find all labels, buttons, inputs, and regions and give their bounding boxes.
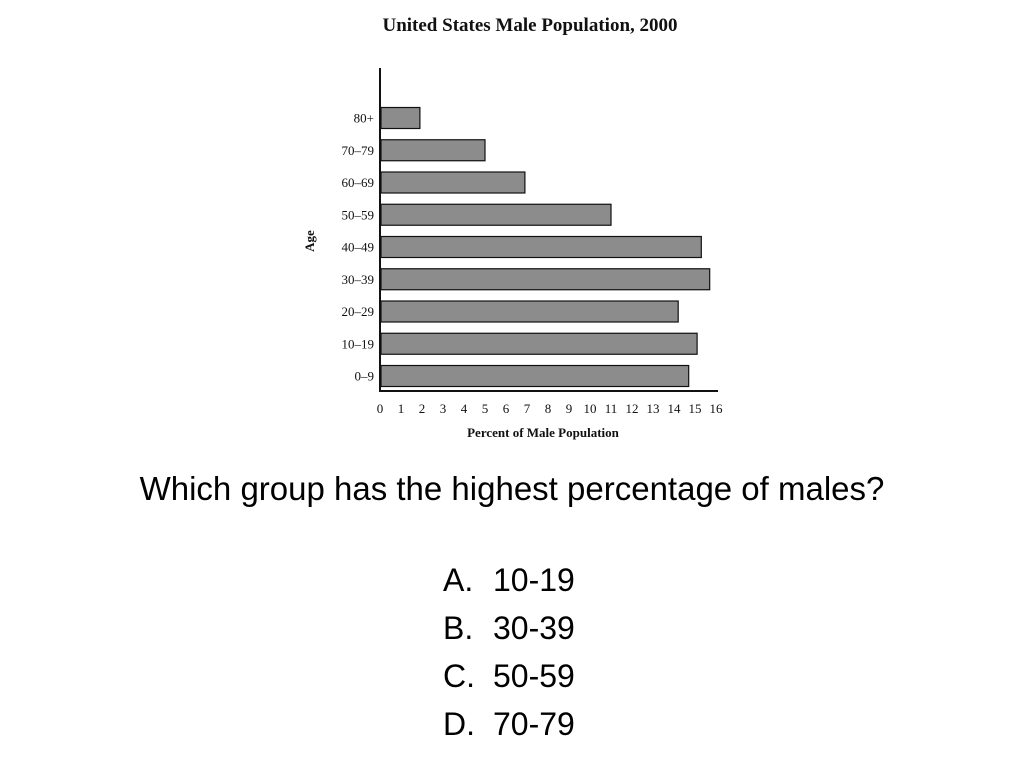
x-tick-label: 13	[647, 401, 660, 416]
option-c[interactable]: C. 50-59	[443, 652, 575, 700]
y-tick-label: 10–19	[342, 336, 375, 351]
y-tick-label: 70–79	[342, 143, 375, 158]
bar	[380, 171, 526, 194]
answer-options: A. 10-19 B. 30-39 C. 50-59 D. 70-79	[443, 556, 575, 748]
y-tick-label: 40–49	[342, 240, 375, 255]
x-tick-label: 3	[440, 401, 447, 416]
y-tick-label: 50–59	[342, 207, 375, 222]
chart-title: United States Male Population, 2000	[382, 15, 677, 36]
bar	[380, 235, 702, 259]
y-tick-label: 30–39	[342, 272, 375, 287]
y-tick-label: 80+	[354, 111, 374, 126]
x-tick-label: 12	[626, 401, 639, 416]
option-label: 70-79	[493, 706, 575, 742]
x-tick-label: 0	[377, 401, 384, 416]
y-tick-label: 60–69	[342, 175, 375, 190]
x-tick-label: 16	[710, 401, 724, 416]
x-tick-label: 2	[419, 401, 426, 416]
x-tick-label: 7	[524, 401, 531, 416]
bar	[380, 268, 711, 291]
option-a[interactable]: A. 10-19	[443, 556, 575, 604]
x-tick-label: 14	[668, 401, 682, 416]
y-tick-label: 20–29	[342, 304, 375, 319]
x-tick-label: 6	[503, 401, 510, 416]
y-axis-label: Age	[302, 230, 317, 252]
option-letter: C.	[443, 658, 475, 694]
option-label: 10-19	[493, 562, 575, 598]
bar	[380, 203, 612, 226]
bar	[380, 364, 690, 388]
x-tick-label: 15	[689, 401, 702, 416]
option-letter: B.	[443, 610, 474, 646]
option-b[interactable]: B. 30-39	[443, 604, 575, 652]
x-tick-label: 5	[482, 401, 489, 416]
question-text: Which group has the highest percentage o…	[139, 470, 885, 507]
bar	[380, 300, 679, 323]
option-letter: A.	[443, 562, 474, 598]
bar	[380, 106, 421, 130]
bar	[380, 139, 486, 162]
x-tick-label: 1	[398, 401, 405, 416]
option-label: 50-59	[493, 658, 575, 694]
y-tick-label: 0–9	[355, 369, 375, 384]
option-d[interactable]: D. 70-79	[443, 700, 575, 748]
y-tick-labels: 0–9 10–19 20–29 30–39 40–49 50–59 60–69 70–79 80…	[342, 111, 375, 384]
option-label: 30-39	[493, 610, 575, 646]
x-tick-label: 8	[545, 401, 552, 416]
x-tick-label: 11	[605, 401, 618, 416]
x-tick-labels: 0 1 2 3 4 5 6 7 8 9 10 11 12 13 14 15 16	[377, 401, 723, 416]
bar	[380, 332, 698, 355]
x-tick-label: 4	[461, 401, 468, 416]
population-bar-chart: United States Male Population, 2000 0–9 1…	[302, 15, 723, 440]
x-tick-label: 9	[566, 401, 573, 416]
x-axis-label: Percent of Male Population	[467, 425, 620, 440]
bars-group	[380, 106, 711, 388]
option-letter: D.	[443, 706, 475, 742]
x-tick-label: 10	[584, 401, 597, 416]
